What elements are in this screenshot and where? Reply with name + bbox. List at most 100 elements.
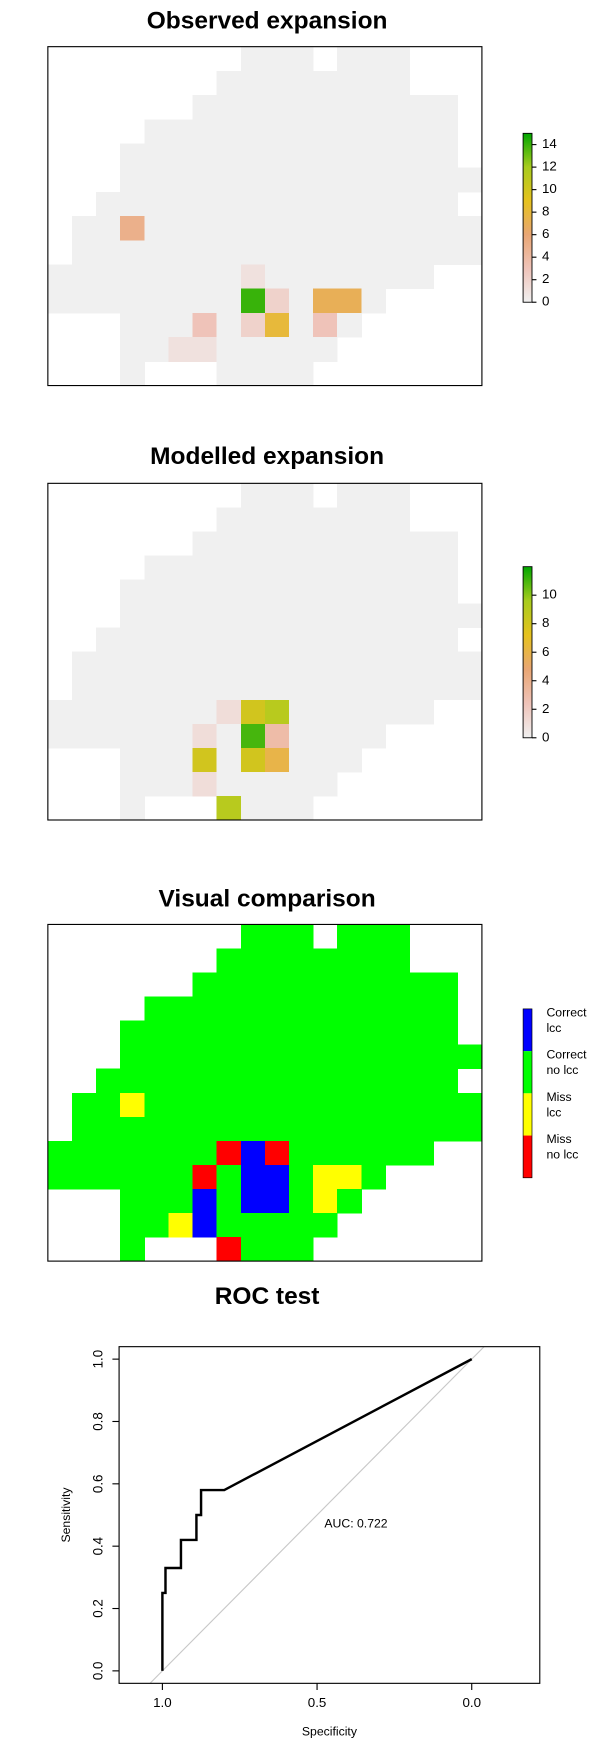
legend-label-line: Miss: [546, 1132, 571, 1146]
raster-cell: [168, 675, 193, 701]
raster-cell: [409, 240, 435, 265]
raster-cell: [337, 948, 362, 973]
raster-cell: [409, 216, 435, 241]
colorbar-tick-label: 8: [542, 204, 549, 219]
raster-cell: [385, 264, 411, 290]
colorbar-tick-label: 8: [542, 615, 549, 630]
raster-cell: [120, 1237, 145, 1262]
raster-cell: [288, 924, 314, 949]
raster-cell: [71, 1164, 97, 1190]
raster-cell: [409, 996, 435, 1022]
raster-cell: [409, 531, 435, 556]
raster-cell: [192, 1092, 218, 1118]
raster-cell: [168, 312, 193, 338]
raster-cell: [457, 1044, 483, 1070]
raster-cell: [288, 70, 314, 96]
raster-cell: [96, 1068, 121, 1094]
raster-cell: [361, 579, 386, 605]
raster-cell: [288, 996, 314, 1022]
raster-cell: [120, 264, 145, 290]
raster-cell: [168, 1164, 193, 1190]
raster-cell: [361, 1092, 386, 1118]
raster-cell: [168, 747, 193, 773]
raster-cell: [264, 70, 290, 96]
raster-cell: [240, 1213, 266, 1238]
raster-cell: [264, 1092, 290, 1118]
colorbar-tick-label: 0: [542, 294, 549, 309]
y-tick-label: 1.0: [91, 1350, 106, 1369]
raster-cell: [168, 699, 193, 725]
raster-cell: [361, 651, 386, 677]
raster-cell: [264, 651, 290, 677]
raster-cell: [313, 143, 338, 169]
y-tick-label: 0.8: [91, 1412, 106, 1431]
raster-cell: [264, 143, 290, 169]
raster-cell: [361, 1020, 386, 1046]
raster-cell: [192, 95, 218, 120]
raster-cell: [385, 1068, 411, 1094]
raster-cell: [361, 948, 386, 973]
raster-cell: [120, 699, 145, 725]
chart-title: Visual comparison: [159, 885, 376, 912]
raster-cell: [313, 603, 338, 629]
raster-cell: [216, 675, 242, 701]
raster-cell: [385, 627, 411, 653]
raster-cell: [385, 1020, 411, 1046]
raster-cell: [71, 288, 97, 314]
raster-cell: [216, 507, 242, 532]
raster-cell: [120, 723, 145, 749]
raster-cell: [337, 264, 362, 290]
raster-cell: [313, 216, 338, 241]
raster-cell: [264, 723, 290, 749]
raster-cell: [361, 1044, 386, 1070]
raster-cell: [192, 288, 218, 314]
raster-cell: [240, 948, 266, 973]
map-frame: [47, 46, 483, 387]
raster-cell: [337, 216, 362, 241]
raster-cell: [337, 603, 362, 629]
raster-cell: [288, 795, 314, 821]
raster-cell: [216, 948, 242, 973]
raster-cell: [120, 167, 145, 193]
raster-cell: [457, 167, 483, 193]
raster-cell: [240, 795, 266, 821]
raster-cell: [96, 240, 121, 265]
raster-cell: [192, 1068, 218, 1094]
raster-cell: [96, 627, 121, 653]
raster-cell: [264, 627, 290, 653]
raster-cell: [361, 1068, 386, 1094]
raster-cell: [457, 675, 483, 701]
raster-cell: [144, 288, 169, 314]
raster-cell: [264, 699, 290, 725]
raster-cell: [216, 216, 242, 241]
raster-cell: [385, 1140, 411, 1166]
raster-cell: [240, 483, 266, 508]
raster-cell: [71, 240, 97, 265]
raster-cell: [216, 288, 242, 314]
colorbar-tick-label: 10: [542, 181, 557, 196]
raster-cell: [313, 531, 338, 556]
raster-cell: [313, 1116, 338, 1142]
raster-cell: [264, 337, 290, 362]
raster-cell: [361, 555, 386, 580]
raster-cell: [433, 579, 459, 605]
raster-cell: [71, 1092, 97, 1118]
colorbar-tick-label: 6: [542, 644, 549, 659]
raster-cell: [264, 216, 290, 241]
raster-cell: [168, 337, 193, 362]
raster-cell: [120, 337, 145, 362]
raster-cell: [240, 1044, 266, 1070]
raster-cell: [120, 1044, 145, 1070]
colorbar: [522, 566, 533, 739]
raster-cell: [313, 579, 338, 605]
raster-cell: [409, 1020, 435, 1046]
raster-cell: [433, 143, 459, 169]
raster-cell: [337, 507, 362, 532]
raster-cell: [361, 723, 386, 749]
raster-cell: [288, 1164, 314, 1190]
raster-cell: [120, 312, 145, 338]
raster-cell: [216, 337, 242, 362]
raster-cell: [385, 651, 411, 677]
raster-cell: [457, 1092, 483, 1118]
map-frame: [47, 923, 483, 1262]
